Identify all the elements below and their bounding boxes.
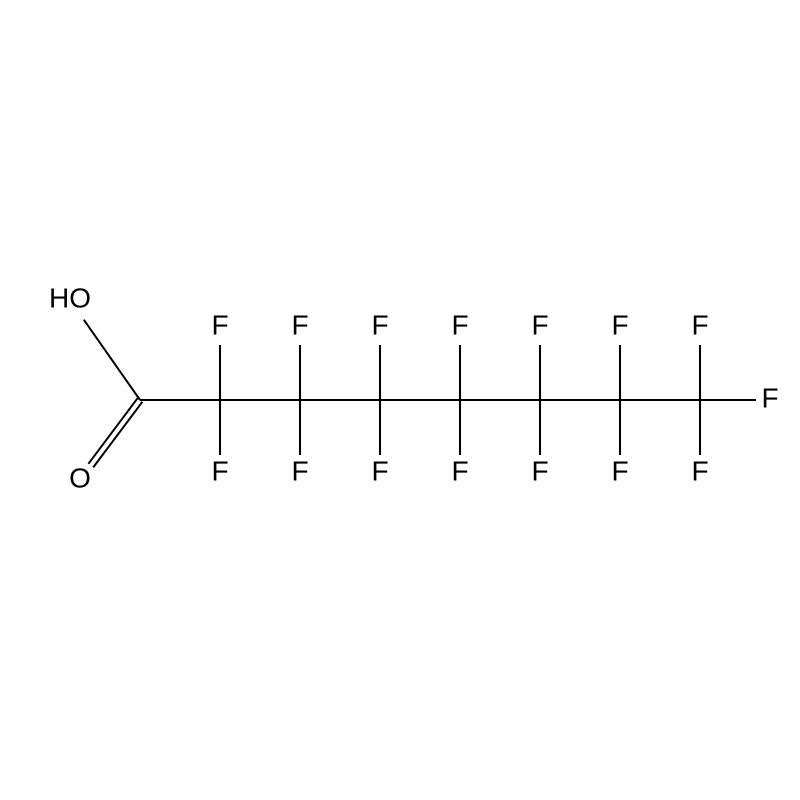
atom-label: F: [291, 309, 308, 340]
atom-label: O: [69, 462, 91, 493]
atom-label: F: [611, 309, 628, 340]
bond: [93, 402, 142, 468]
atom-label: F: [691, 309, 708, 340]
atom-label: F: [531, 455, 548, 486]
atom-label: F: [451, 309, 468, 340]
atom-label: F: [211, 455, 228, 486]
atom-label: HO: [49, 282, 91, 313]
atom-label: F: [611, 455, 628, 486]
atom-label: F: [371, 309, 388, 340]
bond: [84, 320, 140, 400]
atom-label: F: [761, 382, 778, 413]
atom-label: F: [211, 309, 228, 340]
bond: [88, 398, 137, 464]
molecule-diagram: HO O F F F F F F F F F F F F F F F: [0, 0, 800, 800]
atom-label: F: [531, 309, 548, 340]
atom-label: F: [691, 455, 708, 486]
atom-label: F: [451, 455, 468, 486]
atom-label: F: [371, 455, 388, 486]
atom-label: F: [291, 455, 308, 486]
